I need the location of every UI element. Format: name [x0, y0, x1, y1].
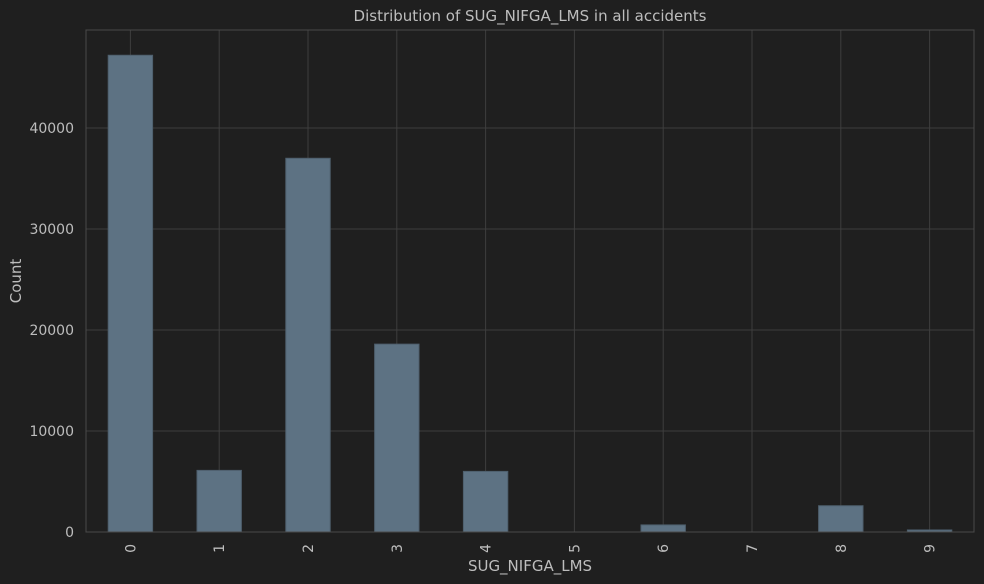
grid-lines: [86, 30, 974, 533]
bar-1: [196, 469, 242, 533]
x-tick-labels: 0 1 2 3 4 5 6 7 8 9: [123, 544, 938, 553]
x-tick-label: 2: [301, 544, 317, 553]
bar-3: [374, 343, 420, 533]
plot-frame: [85, 29, 975, 533]
x-tick-label: 6: [656, 544, 672, 553]
chart-title: Distribution of SUG_NIFGA_LMS in all acc…: [354, 7, 707, 26]
x-tick-label: 1: [212, 544, 228, 553]
y-tick-label: 10000: [29, 424, 74, 440]
x-tick-label: 3: [390, 544, 406, 553]
x-tick-label: 8: [834, 544, 850, 553]
x-axis-label: SUG_NIFGA_LMS: [468, 557, 592, 576]
bar-4: [462, 470, 509, 533]
bars: [107, 54, 953, 533]
x-tick-label: 5: [567, 544, 583, 553]
y-tick-label: 30000: [29, 222, 74, 238]
y-tick-label: 0: [65, 525, 74, 541]
x-tick-label: 4: [479, 544, 495, 553]
y-tick-labels: 0 10000 20000 30000 40000: [29, 121, 74, 541]
y-axis-label: Count: [7, 259, 25, 304]
y-tick-label: 40000: [29, 121, 74, 137]
bar-6: [640, 524, 686, 533]
x-tick-label: 7: [745, 544, 761, 553]
y-tick-label: 20000: [29, 323, 74, 339]
bar-8: [818, 505, 864, 533]
bar-2: [285, 157, 331, 533]
x-tick-label: 0: [123, 544, 139, 553]
bar-0: [107, 54, 154, 533]
x-tick-label: 9: [923, 544, 939, 553]
